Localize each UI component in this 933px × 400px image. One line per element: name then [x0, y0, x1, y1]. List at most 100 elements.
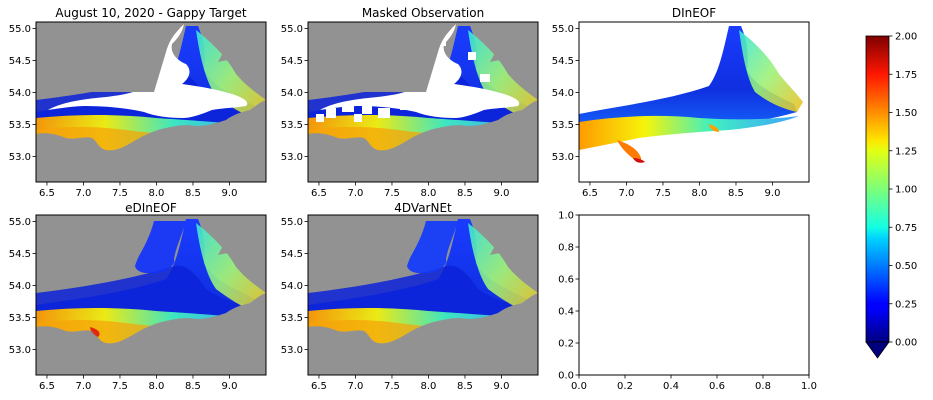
x-tick-label: 8.0 — [692, 188, 708, 199]
x-tick-label: 0.8 — [755, 381, 771, 392]
x-tick-label: 6.5 — [582, 188, 598, 199]
y-tick-label: 55.0 — [281, 24, 303, 35]
x-tick-label: 7.0 — [76, 188, 92, 199]
y-tick-label: 54.0 — [552, 88, 574, 99]
y-tick-label: 53.5 — [281, 313, 303, 324]
y-tick-label: 55.0 — [9, 217, 31, 228]
x-tick-label: 0.6 — [709, 381, 725, 392]
x-tick-label: 7.0 — [348, 381, 364, 392]
x-tick-label: 7.5 — [384, 188, 400, 199]
heatmap-field — [308, 22, 538, 182]
heatmap-field — [36, 22, 266, 182]
axes-frame — [307, 214, 539, 376]
panel-edineof: eDInEOF — [35, 201, 267, 376]
y-tick-label: 53.5 — [9, 313, 31, 324]
colorbar-extend-arrow — [865, 341, 890, 359]
colorbar-tick-label: 0.25 — [895, 299, 917, 310]
panel-masked-observation: Masked Observation — [307, 6, 539, 183]
panel-title: DInEOF — [672, 6, 716, 20]
y-tick-label: 55.0 — [9, 24, 31, 35]
x-tick-label: 8.5 — [457, 188, 473, 199]
x-tick-label: 9.0 — [222, 381, 238, 392]
colorbar-tick-label: 2.00 — [895, 32, 917, 43]
y-tick-label: 54.0 — [281, 88, 303, 99]
colorbar — [865, 35, 890, 359]
y-tick-label: 54.5 — [281, 56, 303, 67]
y-tick-label: 0.6 — [558, 275, 574, 286]
y-tick-label: 1.0 — [558, 211, 574, 222]
y-tick-label: 53.5 — [9, 120, 31, 131]
panel-title: Masked Observation — [362, 6, 484, 20]
axis-ticks: 6.5 7.0 7.5 8.0 8.5 9.0 55.0 54.5 54.0 53.5 53.0 6.… — [9, 24, 918, 392]
panel-title: eDInEOF — [125, 201, 177, 215]
colorbar-tick-label: 0.00 — [895, 338, 917, 349]
y-tick-label: 55.0 — [281, 217, 303, 228]
colorbar-tick-label: 0.75 — [895, 223, 917, 234]
y-tick-label: 0.0 — [558, 371, 574, 382]
y-tick-label: 53.0 — [552, 152, 574, 163]
axes-frame — [307, 21, 539, 183]
x-tick-label: 7.0 — [348, 188, 364, 199]
colorbar-tick-label: 1.75 — [895, 70, 917, 81]
y-tick-label: 53.5 — [552, 120, 574, 131]
y-tick-label: 54.5 — [9, 249, 31, 260]
heatmap-field — [579, 22, 809, 182]
x-tick-label: 8.5 — [185, 381, 201, 392]
y-tick-label: 0.4 — [558, 307, 574, 318]
x-tick-label: 0.4 — [663, 381, 679, 392]
x-tick-label: 8.5 — [728, 188, 744, 199]
x-tick-label: 0.2 — [617, 381, 633, 392]
x-tick-label: 6.5 — [39, 381, 55, 392]
x-tick-label: 7.5 — [655, 188, 671, 199]
x-tick-label: 6.5 — [311, 188, 327, 199]
y-tick-label: 54.5 — [552, 56, 574, 67]
colorbar-tick-label: 1.25 — [895, 146, 917, 157]
x-tick-label: 6.5 — [311, 381, 327, 392]
x-tick-label: 6.5 — [39, 188, 55, 199]
y-tick-label: 53.5 — [281, 120, 303, 131]
colorbar-gradient — [865, 35, 890, 343]
x-tick-label: 8.5 — [457, 381, 473, 392]
x-tick-label: 0.0 — [571, 381, 587, 392]
panel-empty-axes — [578, 214, 810, 376]
axes-frame — [578, 21, 810, 183]
y-tick-label: 53.0 — [281, 152, 303, 163]
x-tick-label: 9.0 — [765, 188, 781, 199]
y-tick-label: 53.0 — [9, 152, 31, 163]
x-tick-label: 9.0 — [494, 381, 510, 392]
x-tick-label: 8.0 — [421, 381, 437, 392]
y-tick-label: 0.8 — [558, 243, 574, 254]
x-tick-label: 7.5 — [384, 381, 400, 392]
axes-frame — [35, 214, 267, 376]
y-tick-label: 54.5 — [281, 249, 303, 260]
panel-4dvarnet: 4DVarNEt — [307, 201, 539, 376]
heatmap-field — [308, 215, 538, 375]
colorbar-tick-label: 1.00 — [895, 185, 917, 196]
x-tick-label: 1.0 — [801, 381, 817, 392]
panel-gappy-target: August 10, 2020 - Gappy Target — [35, 6, 267, 183]
heatmap-field — [36, 215, 266, 375]
x-tick-label: 9.0 — [494, 188, 510, 199]
y-tick-label: 54.0 — [9, 281, 31, 292]
colorbar-tick-label: 1.50 — [895, 108, 917, 119]
y-tick-label: 54.0 — [281, 281, 303, 292]
y-tick-label: 53.0 — [281, 345, 303, 356]
x-tick-label: 8.5 — [185, 188, 201, 199]
x-tick-label: 7.0 — [76, 381, 92, 392]
y-tick-label: 55.0 — [552, 24, 574, 35]
panel-title: August 10, 2020 - Gappy Target — [55, 6, 246, 20]
x-tick-label: 8.0 — [149, 381, 165, 392]
x-tick-label: 8.0 — [149, 188, 165, 199]
panel-dineof: DInEOF — [578, 6, 810, 183]
axes-frame — [35, 21, 267, 183]
y-tick-label: 54.0 — [9, 88, 31, 99]
x-tick-label: 8.0 — [421, 188, 437, 199]
x-tick-label: 7.5 — [112, 188, 128, 199]
x-tick-label: 9.0 — [222, 188, 238, 199]
y-tick-label: 54.5 — [9, 56, 31, 67]
x-tick-label: 7.0 — [619, 188, 635, 199]
colorbar-tick-label: 0.50 — [895, 261, 917, 272]
x-tick-label: 7.5 — [112, 381, 128, 392]
panel-title: 4DVarNEt — [394, 201, 452, 215]
